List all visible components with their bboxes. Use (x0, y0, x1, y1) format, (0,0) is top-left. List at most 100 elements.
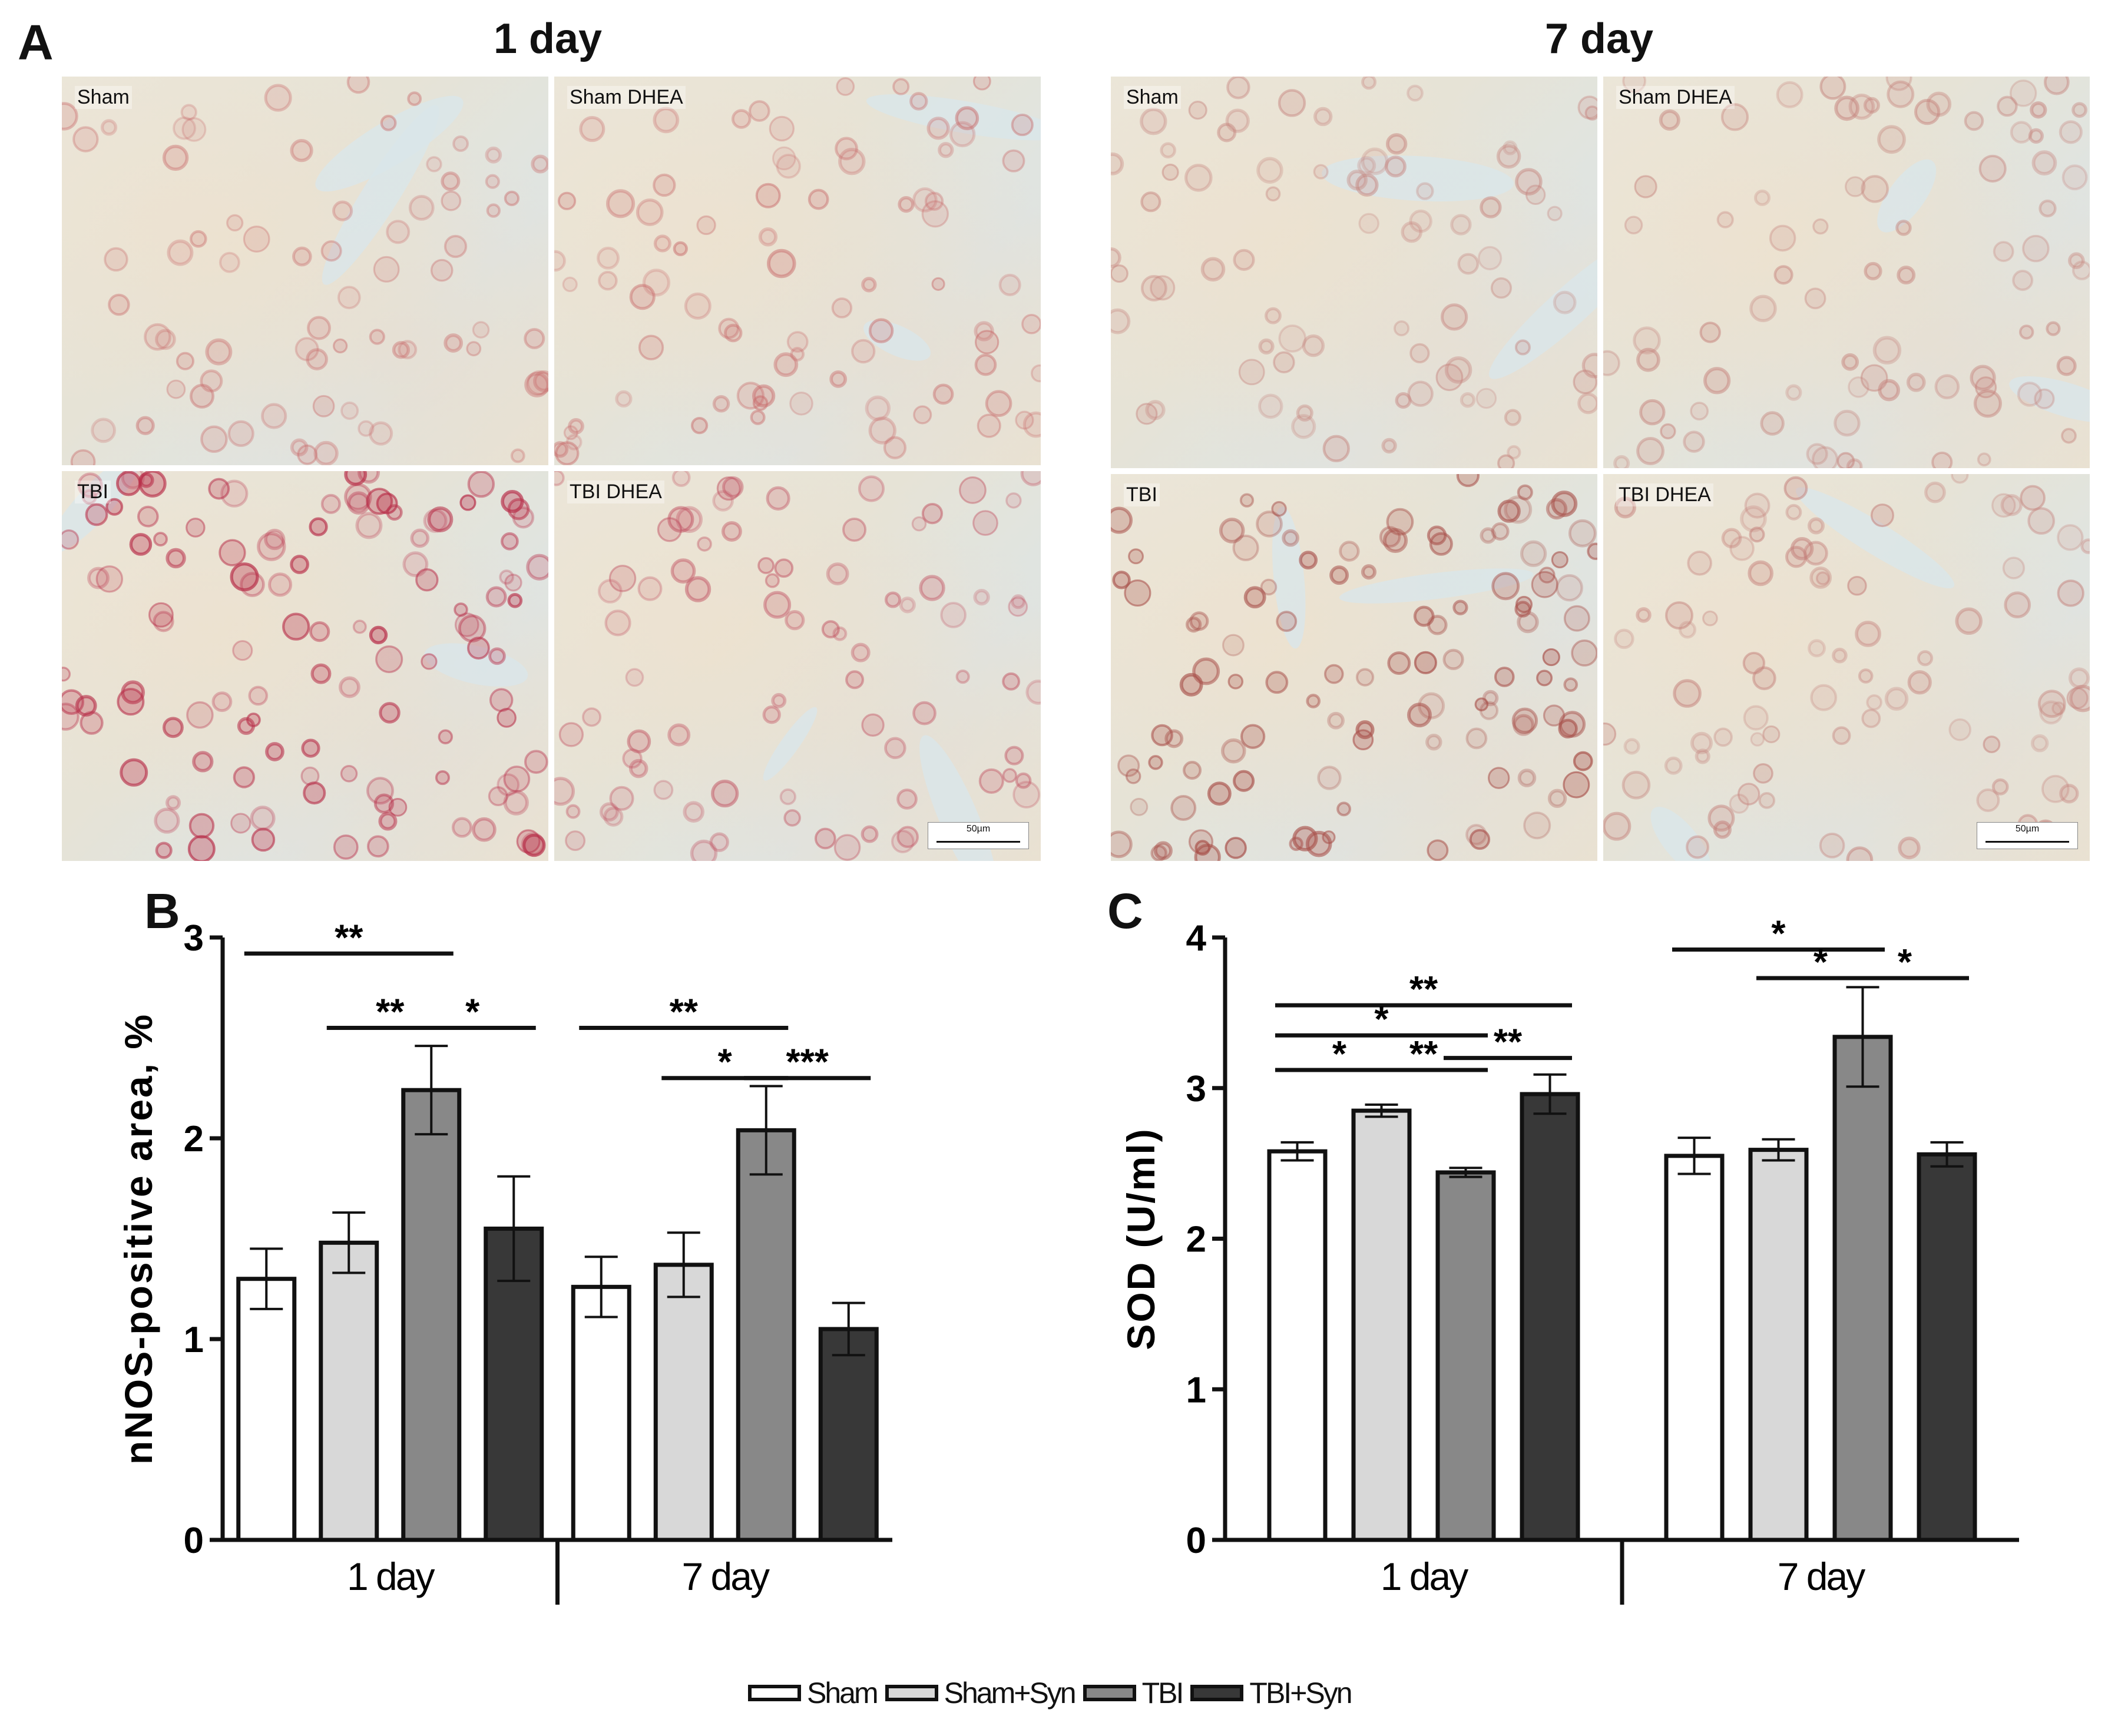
stained-cell (1614, 496, 1636, 519)
stained-cell (554, 471, 565, 486)
stained-cell (261, 403, 287, 429)
stained-cell (716, 476, 741, 501)
stained-cell (108, 293, 130, 316)
stained-cell (783, 809, 801, 827)
stained-cell (653, 780, 674, 800)
stained-cell (2056, 356, 2077, 376)
stained-cell (1861, 708, 1881, 728)
stained-cell (1877, 125, 1906, 154)
x-category-label: 7 day (682, 1555, 770, 1598)
stained-cell (297, 444, 318, 465)
stained-cell (1189, 611, 1209, 631)
stained-cell (512, 506, 535, 529)
stained-cell (243, 226, 270, 253)
stained-cell (427, 506, 454, 532)
stained-cell (558, 722, 584, 747)
stained-cell (1291, 414, 1316, 439)
stained-cell (1815, 571, 1830, 585)
stained-cell (1336, 801, 1352, 817)
stained-cell (1603, 722, 1617, 746)
stained-cell (932, 383, 954, 405)
stained-cell (1496, 144, 1521, 169)
bar (1267, 1149, 1328, 1542)
stained-cell (1895, 220, 1912, 236)
stained-cell (562, 276, 578, 293)
stained-cell (1515, 168, 1543, 196)
stained-cell (763, 591, 792, 619)
y-tick-label: 1 (1186, 1370, 1206, 1410)
y-axis-label: nNOS-positive area, % (117, 1013, 160, 1465)
stained-cell (1233, 770, 1255, 792)
stained-cell (312, 395, 335, 418)
stained-cell (452, 135, 469, 152)
stained-cell (1239, 493, 1255, 508)
micrograph-7-day-tbi: TBI (1111, 474, 1597, 861)
stained-cell (1633, 326, 1661, 355)
stained-cell (402, 551, 429, 578)
stained-cell (1624, 216, 1643, 234)
stained-cell (2046, 321, 2061, 336)
significance-label: * (465, 992, 480, 1032)
scale-bar: 50µm (928, 822, 1029, 849)
stained-cell (1409, 209, 1432, 233)
stained-cell (1140, 274, 1167, 302)
stained-cell (294, 337, 319, 362)
stained-cell (1553, 290, 1577, 314)
stained-cell (1130, 797, 1149, 816)
stained-cell (767, 249, 796, 279)
bar (1664, 1154, 1725, 1542)
stained-cell (1807, 517, 1825, 535)
bar (401, 1088, 462, 1542)
stained-cell (309, 621, 330, 642)
stained-cell (386, 220, 411, 244)
stained-cell (392, 341, 411, 359)
stained-cell (974, 321, 994, 342)
stained-cell (1012, 781, 1041, 809)
significance-label: ** (1494, 1022, 1523, 1063)
stained-cell (1975, 376, 1997, 399)
stained-cell (1636, 347, 1660, 372)
stained-cell (1997, 95, 2018, 117)
stained-cell (1238, 359, 1265, 386)
stained-cell (1812, 218, 1829, 235)
y-axis-label: SOD (U/ml) (1119, 1127, 1163, 1350)
stained-cell (1887, 80, 1915, 108)
stained-cell (974, 353, 997, 376)
stained-cell (1785, 503, 1802, 521)
bar (1435, 1170, 1496, 1542)
stained-cell (441, 171, 461, 191)
stained-cell (1379, 526, 1401, 548)
stained-cell (1140, 107, 1167, 135)
stained-cell (931, 277, 945, 291)
stained-cell (582, 707, 602, 727)
stained-cell (1926, 91, 1952, 117)
stained-cell (1845, 176, 1866, 197)
micrograph-7-day-tbi-dhea: TBI DHEA 50µm (1603, 474, 2090, 861)
stained-cell (1571, 639, 1597, 667)
stained-cell (1744, 492, 1771, 519)
stained-cell (301, 738, 320, 758)
stained-cells (1603, 77, 2090, 468)
stained-cell (2012, 270, 2034, 291)
stained-cell (955, 106, 979, 131)
stained-cell (1128, 548, 1144, 565)
stained-cell (227, 420, 254, 447)
stained-cells (554, 77, 1041, 465)
stained-cell (670, 558, 696, 584)
stained-cell (1111, 264, 1129, 283)
stained-cell (219, 539, 246, 566)
stained-cell (1217, 122, 1237, 143)
stained-cell (1111, 152, 1124, 175)
stained-cell (1931, 451, 1953, 468)
stained-cell (2061, 164, 2088, 191)
stained-cell (1753, 189, 1771, 207)
stained-cell (1112, 571, 1131, 589)
stained-cell (709, 832, 729, 852)
stained-cell (1480, 527, 1497, 544)
stained-cell (565, 433, 583, 450)
stained-cell (1414, 651, 1437, 674)
micrograph-1-day-sham-dhea: Sham DHEA (554, 77, 1041, 465)
stained-cell (388, 797, 408, 817)
vessel (866, 94, 1041, 141)
stained-cell (211, 691, 233, 713)
